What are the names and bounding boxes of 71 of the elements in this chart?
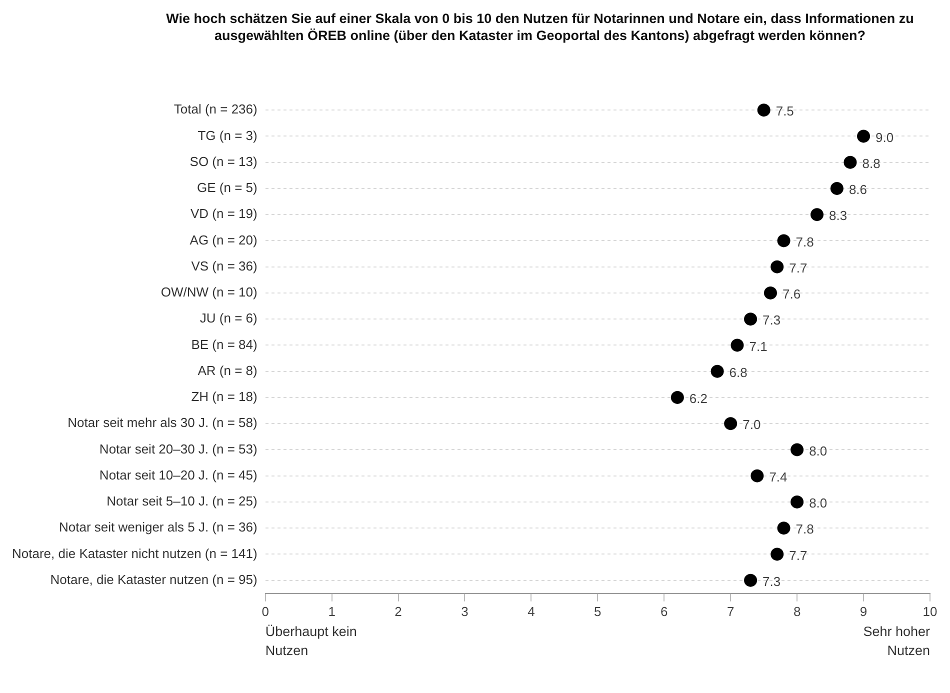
text: Sehr hoher Nutzen — [862, 623, 930, 660]
y-tick-label: Notare, die Kataster nutzen (n = 95) — [50, 572, 258, 587]
point — [770, 260, 784, 274]
point — [750, 469, 764, 482]
y-tick-label: Notar seit 20–30 J. (n = 53) — [99, 441, 258, 456]
data-label: 7.7 — [789, 548, 808, 563]
y-tick-label: ZH (n = 18) — [191, 389, 258, 404]
data-label: 9.0 — [876, 130, 894, 145]
y-tick-label: AG (n = 20) — [190, 232, 258, 248]
x-tick-label: 9 — [860, 604, 868, 619]
y-tick-label: Notar seit 10–20 J. (n = 45) — [99, 467, 258, 482]
data-label: 7.0 — [742, 417, 761, 432]
chart-title: Wie hoch schätzen Sie auf einer Skala von 0 bis 10 den Nutzen für Notarinnen und Notare ein, dass Informationen zu ausgewählten ÖREB online (über den Kataster im Geoportal des Kantons) abgefragt werden können? — [165, 10, 915, 44]
y-tick-label: JU (n = 6) — [200, 310, 258, 326]
data-label: 7.1 — [749, 338, 768, 354]
point — [790, 443, 804, 456]
data-label: 8.6 — [848, 182, 868, 198]
data-label: 7.6 — [782, 286, 801, 302]
point — [810, 208, 824, 222]
point — [844, 156, 857, 169]
data-label: 6.2 — [689, 391, 708, 406]
x-tick-label: 3 — [461, 604, 468, 619]
data-label: 8.3 — [829, 208, 848, 224]
data-label: 7.3 — [762, 574, 781, 589]
y-tick-label: VD (n = 19) — [190, 206, 258, 222]
data-label: 8.8 — [862, 156, 880, 171]
data-label: 7.7 — [789, 260, 808, 276]
x-tick-label: 1 — [328, 604, 336, 619]
data-label: 7.5 — [776, 104, 794, 119]
x-tick-label: 5 — [594, 604, 602, 619]
y-tick-label: VS (n = 36) — [191, 258, 258, 274]
y-tick-label: BE (n = 84) — [191, 336, 258, 352]
y-tick-label: OW/NW (n = 10) — [160, 284, 258, 300]
x-tick-label: 6 — [660, 604, 668, 619]
x-tick-label: 8 — [793, 604, 801, 619]
point — [730, 338, 744, 352]
point — [777, 522, 790, 535]
text: Überhaupt kein Nutzen — [265, 623, 358, 660]
point — [744, 312, 758, 326]
point — [764, 286, 777, 300]
data-label: 8.0 — [809, 443, 828, 458]
point — [830, 182, 844, 195]
y-tick-label: SO (n = 13) — [190, 154, 258, 169]
y-tick-label: Notar seit weniger als 5 J. (n = 36) — [58, 520, 258, 535]
point — [777, 234, 790, 248]
data-label: 7.4 — [769, 469, 788, 484]
y-tick-label: AR (n = 8) — [198, 362, 258, 378]
point — [790, 495, 804, 508]
point — [857, 130, 870, 143]
x-tick-label: 2 — [394, 604, 402, 619]
point — [757, 104, 770, 117]
data-label: 6.8 — [729, 364, 748, 380]
data-label: 7.8 — [796, 234, 814, 250]
x-tick-label: 7 — [726, 604, 734, 619]
y-tick-label: Notar seit 5–10 J. (n = 25) — [106, 494, 258, 509]
point — [670, 390, 684, 404]
data-label: 7.8 — [796, 522, 814, 537]
x-tick-label: 0 — [262, 604, 269, 619]
point — [710, 364, 724, 378]
point — [724, 417, 738, 430]
y-tick-label: Notare, die Kataster nicht nutzen (n = 141) — [12, 546, 258, 561]
y-tick-label: Total (n = 236) — [174, 102, 258, 117]
y-tick-label: TG (n = 3) — [198, 128, 258, 143]
x-tick-label: 4 — [528, 604, 535, 619]
data-label: 8.0 — [809, 496, 828, 511]
y-tick-label: Notar seit mehr als 30 J. (n = 58) — [68, 415, 258, 430]
point — [770, 548, 784, 561]
x-tick-label: 10 — [922, 604, 938, 619]
y-tick-label: GE (n = 5) — [197, 180, 258, 196]
point — [744, 574, 758, 587]
data-label: 7.3 — [762, 312, 781, 328]
